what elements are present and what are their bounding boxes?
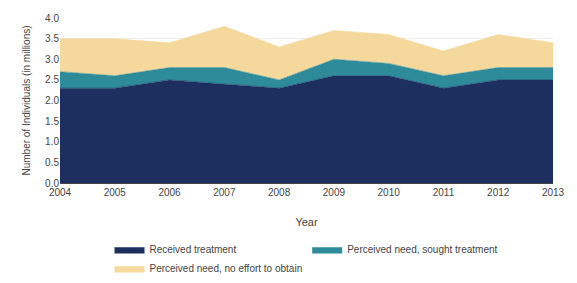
svg-text:1.5: 1.5 [45,116,59,127]
svg-text:2006: 2006 [158,187,181,198]
svg-text:2013: 2013 [542,187,565,198]
svg-text:2008: 2008 [268,187,291,198]
svg-text:Number of Individuals (in mill: Number of Individuals (in millions) [21,25,32,175]
svg-text:3.0: 3.0 [45,54,59,65]
svg-text:3.5: 3.5 [45,33,59,44]
svg-text:2004: 2004 [49,187,72,198]
svg-text:Perceived need, no effort to o: Perceived need, no effort to obtain [150,263,303,274]
svg-text:Year: Year [295,216,318,228]
svg-text:2.5: 2.5 [45,74,59,85]
svg-text:0.5: 0.5 [45,157,59,168]
svg-text:2007: 2007 [213,187,236,198]
svg-text:Perceived need, sought treatme: Perceived need, sought treatment [347,244,497,255]
svg-text:Received treatment: Received treatment [150,244,237,255]
svg-text:2012: 2012 [487,187,510,198]
svg-text:2011: 2011 [433,187,455,198]
svg-text:4.0: 4.0 [45,13,59,24]
svg-text:2010: 2010 [378,187,401,198]
svg-text:2009: 2009 [323,187,346,198]
svg-text:2005: 2005 [104,187,127,198]
svg-text:2.0: 2.0 [45,95,59,106]
svg-text:1.0: 1.0 [45,136,59,147]
svg-text:0.0: 0.0 [45,178,59,189]
